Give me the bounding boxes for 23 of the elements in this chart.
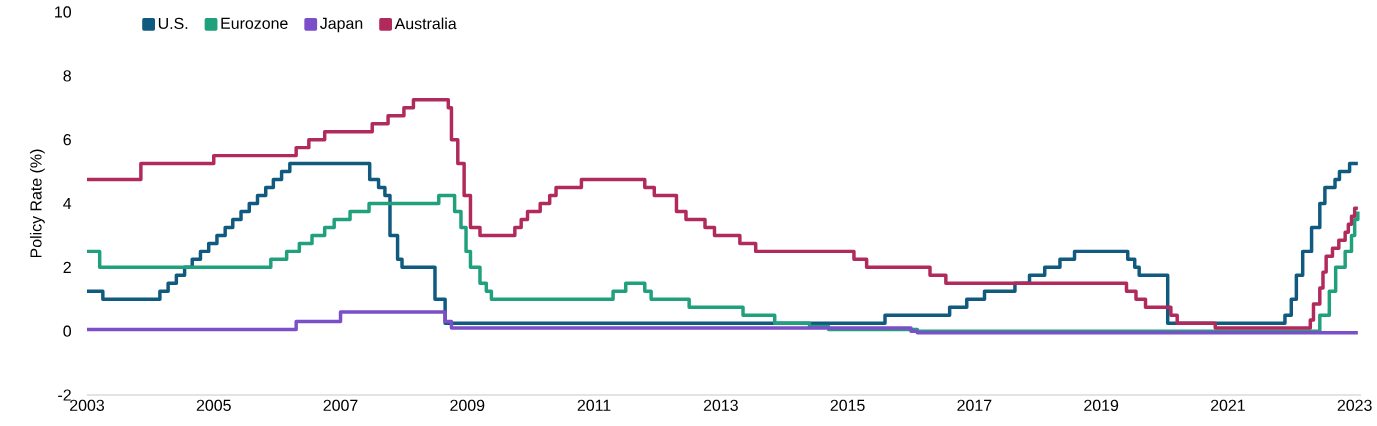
x-tick-label: 2021 (1210, 399, 1245, 411)
y-tick-label: 4 (63, 198, 72, 209)
legend-label: Japan (320, 17, 363, 33)
y-tick-label: 2 (63, 261, 71, 273)
y-axis-title: Policy Rate (%) (29, 149, 45, 258)
legend-label: Eurozone (221, 17, 288, 29)
x-tick-label: 2009 (450, 399, 485, 411)
x-tick-label: 2017 (957, 399, 992, 411)
x-tick-label: 2003 (70, 399, 105, 411)
x-tick-label: 2019 (1084, 399, 1119, 411)
x-tick-label: 2015 (830, 399, 865, 411)
x-tick-label: 2011 (577, 399, 611, 411)
y-tick-label: 6 (63, 134, 71, 146)
x-tick-label: 2023 (1337, 399, 1372, 411)
y-tick-label: -2 (58, 389, 71, 401)
x-tick-label: 2005 (196, 399, 231, 411)
x-tick-label: 2007 (323, 399, 358, 411)
y-tick-label: 0 (63, 325, 72, 337)
legend-label: Australia (394, 17, 457, 30)
legend-label: U.S. (158, 17, 188, 30)
y-tick-label: 8 (63, 70, 71, 82)
y-tick-label: 10 (55, 6, 72, 18)
x-tick-label: 2013 (703, 399, 738, 411)
